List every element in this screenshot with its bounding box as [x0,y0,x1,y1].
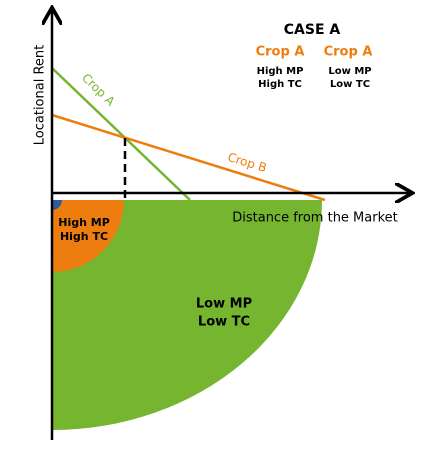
legend-heading: Crop A [256,45,305,60]
zone-label: High TC [60,230,108,243]
y-axis-label: Locational Rent [33,45,48,145]
legend-line: Low TC [330,79,370,90]
crop-b-line [51,113,326,202]
legend-heading: Crop A [324,45,373,60]
zone-label: Low MP [196,297,252,312]
zone-label: Low TC [198,315,250,330]
origin-wedge [52,200,62,210]
line-label: Crop A [79,71,118,109]
legend-line: High MP [257,66,304,77]
x-axis-label: Distance from the Market [232,211,398,226]
zone-label: High MP [58,216,110,229]
low-zone [52,200,322,430]
legend-title: CASE A [284,22,341,38]
high-zone [52,200,124,272]
legend-line: Low MP [328,66,371,77]
crop-a-line [51,67,191,201]
legend-line: High TC [258,79,302,90]
